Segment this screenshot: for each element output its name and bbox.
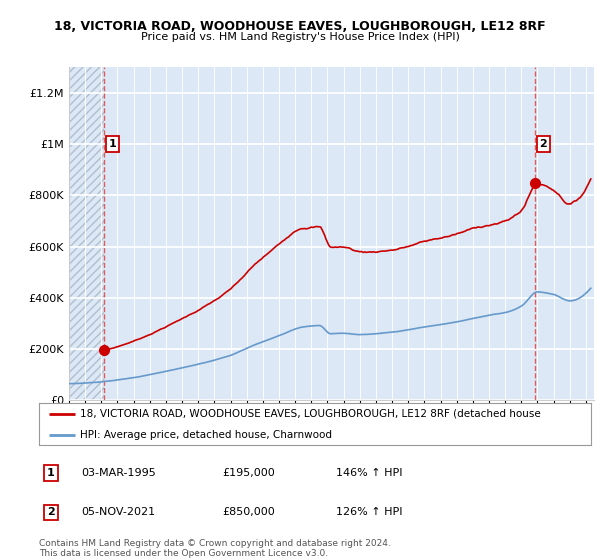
Text: 2: 2 (47, 507, 55, 517)
Text: Price paid vs. HM Land Registry's House Price Index (HPI): Price paid vs. HM Land Registry's House … (140, 32, 460, 43)
Text: £195,000: £195,000 (222, 468, 275, 478)
Text: 126% ↑ HPI: 126% ↑ HPI (336, 507, 403, 517)
Text: 03-MAR-1995: 03-MAR-1995 (81, 468, 156, 478)
Text: 2: 2 (539, 139, 547, 149)
Bar (69, 67, 104, 400)
Text: HPI: Average price, detached house, Charnwood: HPI: Average price, detached house, Char… (80, 430, 332, 440)
Text: 18, VICTORIA ROAD, WOODHOUSE EAVES, LOUGHBOROUGH, LE12 8RF (detached house: 18, VICTORIA ROAD, WOODHOUSE EAVES, LOUG… (80, 409, 541, 419)
Text: 1: 1 (109, 139, 116, 149)
Text: 05-NOV-2021: 05-NOV-2021 (81, 507, 155, 517)
Text: 146% ↑ HPI: 146% ↑ HPI (336, 468, 403, 478)
Text: Contains HM Land Registry data © Crown copyright and database right 2024.
This d: Contains HM Land Registry data © Crown c… (39, 539, 391, 558)
Text: £850,000: £850,000 (222, 507, 275, 517)
Text: 1: 1 (47, 468, 55, 478)
Text: 18, VICTORIA ROAD, WOODHOUSE EAVES, LOUGHBOROUGH, LE12 8RF: 18, VICTORIA ROAD, WOODHOUSE EAVES, LOUG… (54, 20, 546, 32)
